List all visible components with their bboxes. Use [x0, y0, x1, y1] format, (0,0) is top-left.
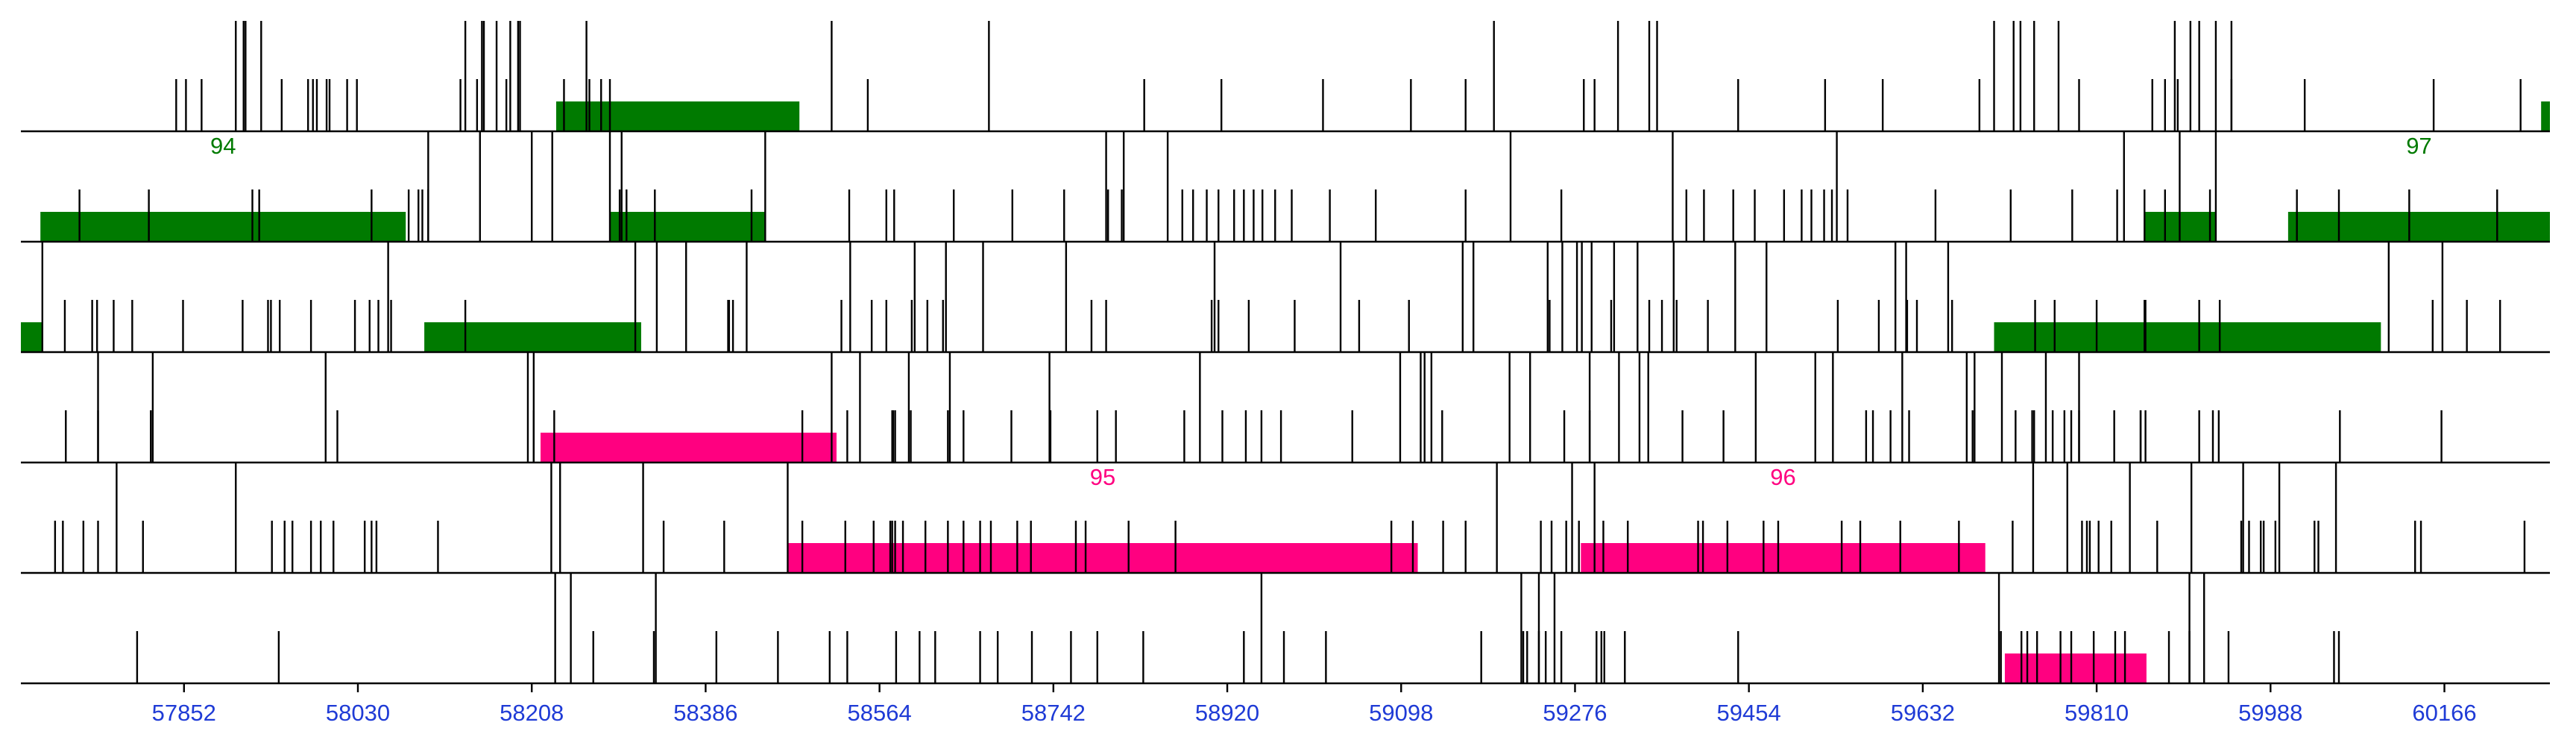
orf-bar — [1581, 543, 1985, 573]
frame-row — [21, 573, 2550, 685]
frame-row: 94 97 — [21, 131, 2550, 243]
frame-row: 95 96 — [21, 463, 2550, 574]
x-axis: 57852 58030 58208 58386 58564 58742 58920 59098… — [152, 683, 2477, 726]
x-tick-label: 58030 — [326, 700, 390, 726]
x-tick-label: 60166 — [2412, 700, 2476, 726]
orf-bar — [2004, 653, 2147, 683]
orf-bar — [2541, 101, 2550, 131]
x-tick-label: 58564 — [848, 700, 912, 726]
frame-row — [21, 21, 2550, 133]
orf-bar — [2287, 212, 2550, 242]
orf-label: 94 — [210, 133, 236, 159]
frame-row — [21, 352, 2550, 464]
x-tick-label: 59988 — [2238, 700, 2302, 726]
x-tick-label: 58386 — [673, 700, 737, 726]
orf-bar — [424, 322, 641, 352]
orf-label: 95 — [1090, 464, 1115, 490]
x-tick-label: 59454 — [1717, 700, 1781, 726]
orf-bar — [40, 212, 406, 242]
x-tick-label: 58742 — [1021, 700, 1086, 726]
orf-bar — [787, 543, 1418, 573]
orf-label: 97 — [2406, 133, 2431, 159]
orf-bar — [610, 212, 766, 242]
x-tick-label: 58920 — [1195, 700, 1259, 726]
x-tick-label: 59276 — [1543, 700, 1607, 726]
frame-row — [21, 242, 2550, 354]
x-tick-label: 59810 — [2065, 700, 2129, 726]
x-tick-label: 59098 — [1369, 700, 1433, 726]
orf-bar — [21, 322, 42, 352]
orf-bar — [555, 101, 800, 131]
orf-bar — [1994, 322, 2381, 352]
x-tick-label: 57852 — [152, 700, 216, 726]
x-tick-label: 59632 — [1891, 700, 1955, 726]
orf-bar — [541, 433, 837, 463]
x-tick-label: 58208 — [500, 700, 564, 726]
reading-frames: 94 97 95 96 — [21, 21, 2550, 685]
orf-label: 96 — [1770, 464, 1795, 490]
